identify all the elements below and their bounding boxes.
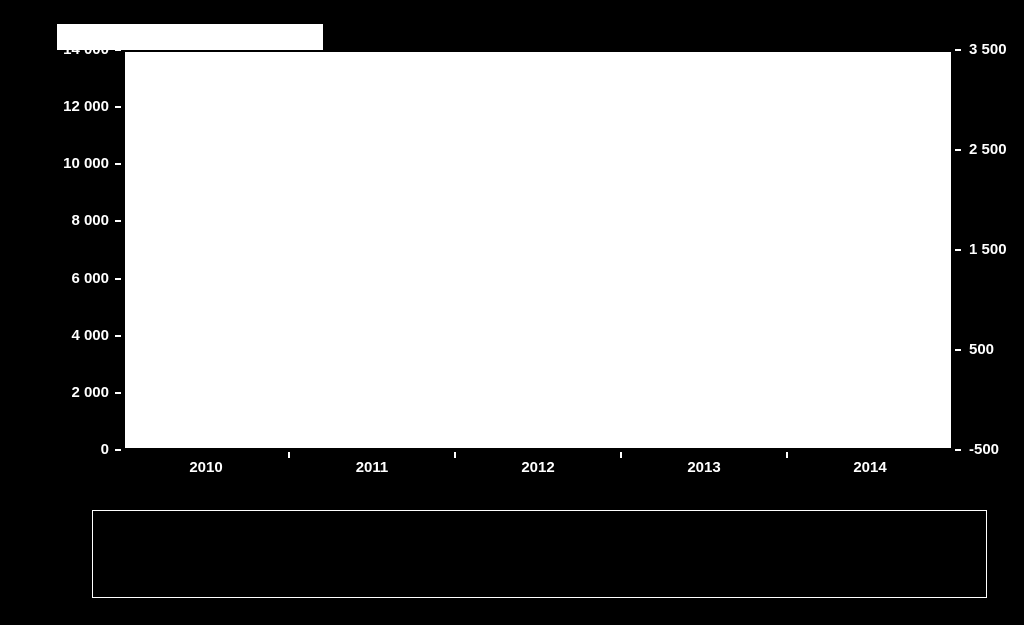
y-left-tick-label: 8 000 xyxy=(71,212,109,229)
y-left-tick-mark xyxy=(115,335,121,337)
y-right-tick-label: 1 500 xyxy=(969,241,1007,258)
x-tick-label: 2014 xyxy=(820,459,920,476)
y-left-tick-mark xyxy=(115,220,121,222)
y-left-tick-mark xyxy=(115,278,121,280)
x-tick-label: 2010 xyxy=(156,459,256,476)
y-left-tick-label: 10 000 xyxy=(63,155,109,172)
y-right-tick-mark xyxy=(955,349,961,351)
x-tick-label: 2011 xyxy=(322,459,422,476)
y-left-tick-mark xyxy=(115,106,121,108)
y-right-tick-label: 2 500 xyxy=(969,141,1007,158)
y-left-tick-label: 2 000 xyxy=(71,384,109,401)
y-left-tick-mark xyxy=(115,392,121,394)
chart-canvas: 0 2 000 4 000 6 000 8 000 10 000 12 000 14 000 -… xyxy=(0,0,1024,625)
x-tick-mark xyxy=(786,452,788,458)
y-left-tick-label: 4 000 xyxy=(71,327,109,344)
legend-box xyxy=(92,510,987,598)
x-tick-mark xyxy=(620,452,622,458)
y-right-tick-label: 3 500 xyxy=(969,41,1007,58)
x-tick-label: 2012 xyxy=(488,459,588,476)
y-right-tick-mark xyxy=(955,449,961,451)
x-tick-mark xyxy=(288,452,290,458)
plot-area xyxy=(123,50,953,450)
y-left-tick-mark xyxy=(115,163,121,165)
y-right-tick-label: -500 xyxy=(969,441,999,458)
y-left-tick-label: 12 000 xyxy=(63,98,109,115)
x-tick-mark xyxy=(454,452,456,458)
y-left-tick-mark xyxy=(115,49,121,51)
y-left-tick-mark xyxy=(115,449,121,451)
y-right-tick-mark xyxy=(955,149,961,151)
y-right-tick-label: 500 xyxy=(969,341,994,358)
x-tick-label: 2013 xyxy=(654,459,754,476)
y-left-tick-label: 0 xyxy=(101,441,109,458)
y-right-tick-mark xyxy=(955,249,961,251)
y-right-tick-mark xyxy=(955,49,961,51)
y-left-tick-label: 6 000 xyxy=(71,270,109,287)
y-left-tick-label: 14 000 xyxy=(63,41,109,58)
